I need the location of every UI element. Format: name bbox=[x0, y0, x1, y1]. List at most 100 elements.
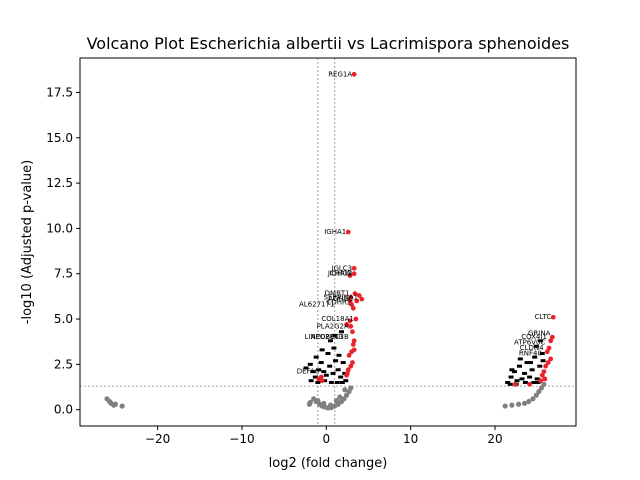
gene-label-marker bbox=[527, 361, 533, 365]
data-point-significant bbox=[349, 302, 355, 307]
data-point-non-significant bbox=[315, 398, 321, 404]
gene-label-marker bbox=[339, 380, 345, 384]
data-point-significant bbox=[347, 318, 353, 324]
data-point-significant bbox=[347, 273, 353, 278]
gene-label-marker bbox=[328, 380, 334, 384]
y-axis-label: -log10 (Adjusted p-value) bbox=[20, 160, 35, 324]
gene-annotation-label: DMBT1 bbox=[325, 290, 350, 298]
gene-label-marker bbox=[343, 379, 349, 383]
y-tick-label: 10.0 bbox=[46, 221, 73, 235]
data-point-non-significant bbox=[333, 398, 340, 404]
data-point-significant bbox=[544, 349, 550, 355]
data-point-significant bbox=[538, 378, 543, 384]
data-point-non-significant bbox=[348, 385, 354, 391]
x-tick-label: 10 bbox=[403, 432, 418, 446]
gene-label-marker bbox=[316, 368, 322, 372]
gene-label-marker bbox=[535, 380, 541, 384]
data-point-significant bbox=[351, 271, 357, 277]
data-point-non-significant bbox=[119, 403, 125, 409]
data-point-significant bbox=[548, 338, 554, 344]
data-point-significant bbox=[344, 322, 349, 327]
data-point-significant bbox=[356, 293, 362, 298]
data-point-significant bbox=[351, 71, 357, 77]
gene-label-marker bbox=[338, 375, 344, 379]
data-point-significant bbox=[512, 381, 518, 387]
data-point-significant bbox=[550, 314, 556, 320]
gene-annotation-label: GRINA bbox=[528, 330, 551, 338]
y-tick-label: 0.0 bbox=[54, 403, 73, 417]
gene-label-marker bbox=[508, 375, 514, 379]
non-significant-points bbox=[104, 381, 547, 411]
data-point-significant bbox=[548, 356, 554, 362]
gene-label-marker bbox=[517, 357, 523, 361]
data-point-significant bbox=[350, 342, 356, 347]
gene-label-marker bbox=[534, 377, 540, 381]
data-point-non-significant bbox=[536, 388, 542, 395]
y-tick-label: 15.0 bbox=[46, 131, 73, 145]
gene-label-marker bbox=[332, 333, 338, 337]
data-point-non-significant bbox=[533, 392, 539, 398]
data-point-significant bbox=[348, 323, 354, 329]
gene-label-marker bbox=[303, 366, 309, 370]
data-point-non-significant bbox=[343, 392, 350, 398]
data-point-significant bbox=[541, 369, 547, 375]
data-point-significant bbox=[345, 229, 351, 235]
gene-annotation-label: JCHAIN bbox=[327, 270, 352, 278]
gene-label-marker bbox=[325, 351, 331, 355]
data-point-non-significant bbox=[541, 381, 547, 387]
gene-annotation-label: COX4I1 bbox=[521, 333, 547, 341]
gene-label-marker bbox=[524, 361, 530, 365]
data-point-significant bbox=[347, 298, 353, 304]
data-point-non-significant bbox=[516, 401, 522, 407]
gene-label-marker bbox=[336, 353, 342, 357]
data-point-significant bbox=[350, 360, 355, 365]
data-point-significant bbox=[359, 296, 365, 302]
y-tick-label: 5.0 bbox=[54, 312, 73, 326]
gene-label-marker bbox=[340, 361, 346, 365]
gene-label-marker bbox=[334, 380, 340, 384]
plot-frame bbox=[79, 57, 577, 427]
data-point-non-significant bbox=[530, 396, 536, 402]
gene-annotation-label: RNF40 bbox=[519, 349, 542, 357]
data-point-significant bbox=[546, 345, 552, 351]
data-point-significant bbox=[350, 329, 355, 335]
x-tick-label: 20 bbox=[487, 432, 502, 446]
gene-label-marker bbox=[335, 368, 341, 372]
data-point-non-significant bbox=[342, 387, 348, 393]
gene-label-marker bbox=[538, 339, 544, 343]
x-axis: −20 −10 0 10 20 bbox=[145, 426, 503, 446]
gene-annotation-label: IGHG2 bbox=[330, 270, 353, 278]
gene-label-marker bbox=[308, 379, 314, 383]
significant-points bbox=[316, 71, 556, 387]
x-axis-label: log2 (fold change) bbox=[269, 456, 388, 471]
data-point-non-significant bbox=[509, 402, 515, 408]
gene-label-marker bbox=[333, 359, 339, 363]
data-point-significant bbox=[346, 352, 352, 358]
gene-label-marker bbox=[527, 375, 533, 379]
gene-annotation-label: CLTC bbox=[535, 313, 552, 321]
data-point-non-significant bbox=[327, 402, 334, 408]
gene-label-marker bbox=[307, 362, 313, 366]
gene-label-marker bbox=[540, 359, 546, 363]
gene-annotation-label: SERPINA1 bbox=[324, 293, 359, 301]
data-point-non-significant bbox=[337, 394, 343, 400]
y-axis: 0.0 2.5 5.0 7.5 10.0 12.5 15.0 17.5 bbox=[46, 85, 80, 417]
data-point-significant bbox=[549, 334, 555, 340]
data-point-significant bbox=[349, 349, 355, 355]
data-point-significant bbox=[345, 367, 351, 373]
gene-annotation-label: IGHA1 bbox=[324, 228, 346, 236]
data-point-significant bbox=[348, 294, 354, 300]
gene-label-marker bbox=[509, 368, 515, 372]
data-point-non-significant bbox=[112, 401, 119, 407]
gene-annotation-label: CLDN4 bbox=[520, 344, 544, 352]
gene-annotation-label: IGLC3 bbox=[331, 264, 352, 272]
gene-annotation-label: PLA2G2A bbox=[317, 322, 349, 330]
data-point-non-significant bbox=[341, 396, 347, 402]
gene-label-marker bbox=[533, 344, 539, 348]
gene-label-marker bbox=[519, 377, 525, 381]
data-point-significant bbox=[539, 372, 545, 378]
gene-annotation-label: REG1A bbox=[328, 70, 352, 78]
gene-annotation-label: AL627171 bbox=[299, 301, 334, 309]
gene-label-marker bbox=[322, 379, 328, 383]
gene-label-markers bbox=[303, 330, 546, 386]
